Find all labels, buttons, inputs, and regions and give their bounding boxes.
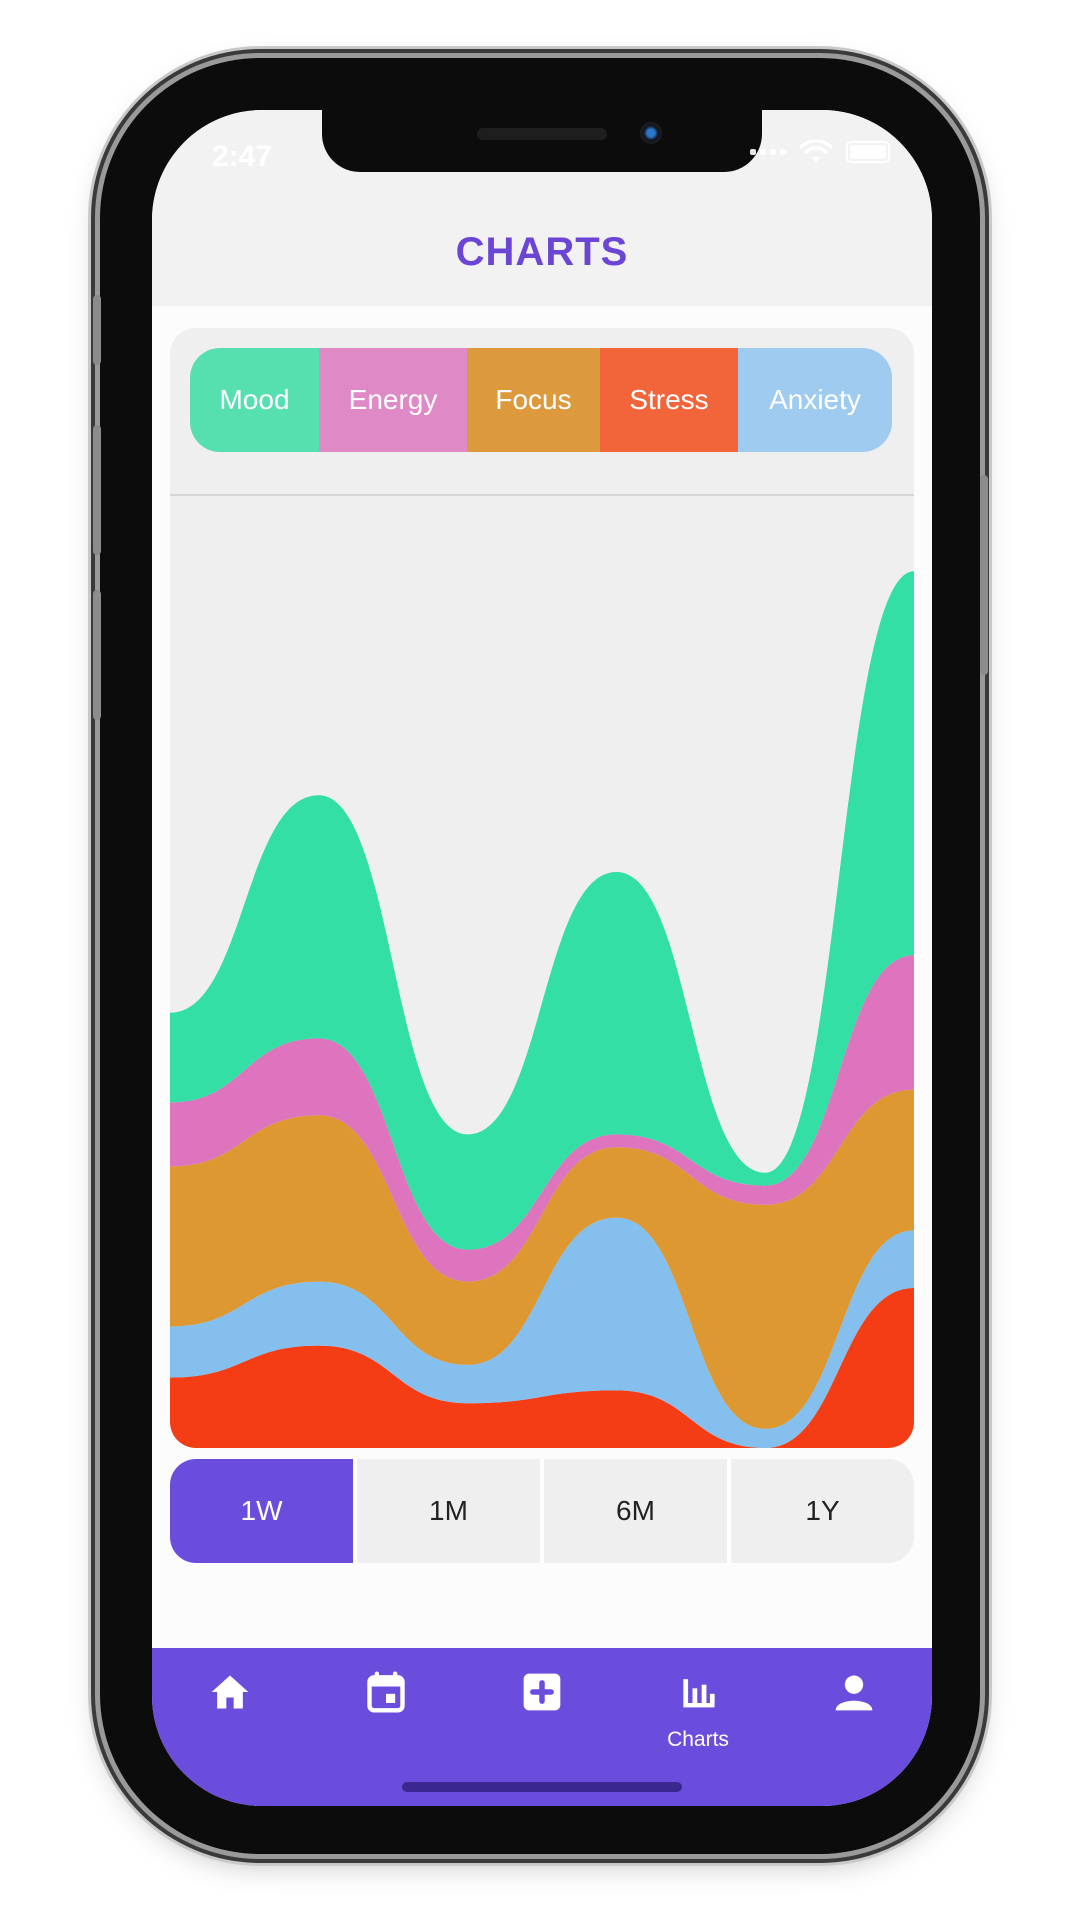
status-icons [750,140,890,164]
period-selector: 1W 1M 6M 1Y [170,1459,914,1563]
home-icon [211,1675,249,1709]
stacked-area-chart [170,571,914,1448]
series-area-mood [170,571,914,1250]
power-button [980,475,988,675]
tab-home[interactable] [152,1648,308,1768]
period-1m-button[interactable]: 1M [357,1459,540,1563]
tab-calendar[interactable] [308,1648,464,1768]
app-screen: CHARTS 2:47 Mood Energy Focus Stress Anx… [152,110,932,1806]
bar-chart-icon [683,1679,715,1708]
signal-icon [750,149,786,155]
legend-item-energy[interactable]: Energy [319,348,467,452]
period-6m-button[interactable]: 6M [544,1459,727,1563]
page-title: CHARTS [455,230,629,274]
series-area-focus [170,1089,914,1429]
series-area-anxiety [170,1217,914,1448]
battery-icon [846,141,890,163]
wifi-icon [800,140,832,162]
tab-profile[interactable] [776,1648,932,1768]
calendar-icon [367,1671,405,1713]
home-indicator [402,1782,682,1792]
legend-item-anxiety[interactable]: Anxiety [738,348,892,452]
legend-item-mood[interactable]: Mood [190,348,319,452]
legend-item-stress[interactable]: Stress [600,348,738,452]
tab-add[interactable] [464,1648,620,1768]
series-area-stress [170,1288,914,1448]
notch [322,110,762,172]
add-icon [523,1673,561,1711]
legend-item-focus[interactable]: Focus [467,348,600,452]
tab-charts-label: Charts [667,1728,729,1751]
camera [640,122,662,144]
period-1y-button[interactable]: 1Y [731,1459,914,1563]
volume-down-button [93,590,101,720]
chart-legend: Mood Energy Focus Stress Anxiety [190,348,892,452]
bottom-tab-bar: Charts [152,1648,932,1806]
mute-switch [93,295,101,365]
volume-up-button [93,425,101,555]
speaker [477,128,607,140]
period-1w-button[interactable]: 1W [170,1459,353,1563]
chart-card: Mood Energy Focus Stress Anxiety [170,328,914,1448]
legend-divider [170,494,914,496]
profile-icon [835,1675,873,1711]
status-time: 2:47 [212,140,273,173]
tab-charts[interactable]: Charts [620,1648,776,1768]
